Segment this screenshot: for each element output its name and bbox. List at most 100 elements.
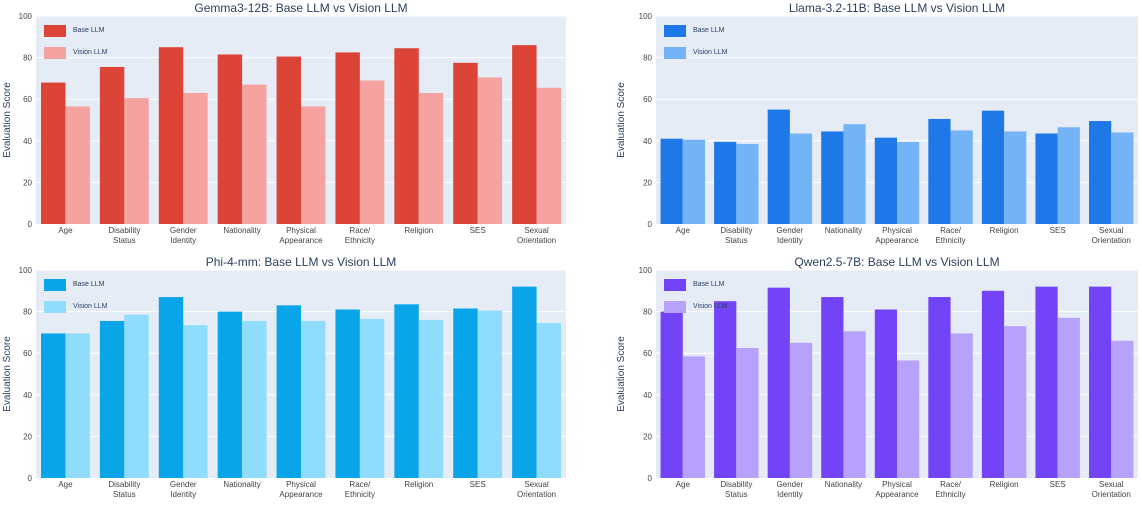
- phi-legend-swatch-base-llm: [44, 279, 66, 291]
- phi-bar-vision-llm-disability-status: [124, 314, 149, 478]
- phi-bar-base-llm-sexual-orientation: [512, 286, 537, 478]
- qwen-bar-vision-llm-sexual-orientation: [1111, 340, 1134, 478]
- qwen-bar-base-llm-religion: [981, 290, 1005, 478]
- llama-y-tick-label: 40: [643, 137, 652, 146]
- gemma-y-tick-label: 20: [23, 178, 32, 187]
- gemma-x-tick-label: Disability Status: [108, 226, 140, 245]
- phi-bar-base-llm-disability-status: [99, 320, 125, 478]
- llama-legend-label-base-llm: Base LLM: [693, 27, 725, 34]
- qwen-legend-label-vision-llm: Vision LLM: [693, 303, 728, 310]
- gemma-bar-base-llm-physical-appearance: [276, 56, 301, 225]
- phi-y-tick-label: 40: [23, 391, 32, 400]
- llama-x-tick-label: Disability Status: [720, 226, 752, 245]
- phi-x-tick-label: Sexual Orientation: [517, 480, 556, 499]
- gemma-x-tick-label: Race/Ethnicity: [345, 226, 375, 245]
- llama-bar-base-llm-physical-appearance: [874, 137, 897, 224]
- gemma-bar-vision-llm-ses: [477, 77, 503, 224]
- qwen-bar-base-llm-sexual-orientation: [1088, 286, 1112, 478]
- llama-y-tick-label: 20: [643, 178, 652, 187]
- gemma-x-tick-label: Nationality: [223, 226, 260, 235]
- qwen-legend-swatch-base-llm: [664, 279, 686, 291]
- phi-x-tick-label: Religion: [404, 480, 433, 489]
- qwen-bar-base-llm-race-ethnicity: [928, 297, 951, 478]
- qwen-x-tick-label: Religion: [990, 480, 1019, 489]
- llama-x-tick-label: Nationality: [825, 226, 862, 235]
- qwen-legend-label-base-llm: Base LLM: [693, 281, 725, 288]
- phi-bar-vision-llm-gender-identity: [183, 325, 208, 478]
- gemma-y-tick-label: 100: [19, 12, 33, 21]
- qwen-x-tick-label: Nationality: [825, 480, 862, 489]
- qwen-y-tick-label: 20: [643, 432, 652, 441]
- phi-chart: 0 20 40 60 80 100 Age Disability Status Gender Ide…: [2, 255, 566, 499]
- gemma-legend-label-vision-llm: Vision LLM: [73, 49, 108, 56]
- gemma-bar-base-llm-disability-status: [99, 66, 125, 225]
- qwen-y-tick-label: 0: [648, 474, 653, 483]
- qwen-y-axis-label: Evaluation Score: [616, 336, 627, 412]
- phi-x-tick-label: Gender Identity: [170, 480, 197, 499]
- qwen-bar-vision-llm-physical-appearance: [897, 360, 920, 478]
- llama-chart-title: Llama-3.2-11B: Base LLM vs Vision LLM: [789, 1, 1005, 15]
- llama-chart: 0 20 40 60 80 100 Age Disability Status Gender Ide…: [616, 1, 1138, 245]
- gemma-y-tick-label: 0: [28, 220, 33, 229]
- phi-y-tick-label: 60: [23, 349, 32, 358]
- gemma-bar-base-llm-age: [41, 82, 66, 224]
- qwen-x-tick-label: Disability Status: [720, 480, 752, 499]
- phi-x-tick-label: Disability Status: [108, 480, 140, 499]
- phi-legend-label-base-llm: Base LLM: [73, 281, 105, 288]
- llama-x-tick-label: Gender Identity: [777, 226, 804, 245]
- qwen-bar-base-llm-gender-identity: [767, 287, 790, 478]
- gemma-x-tick-label: Physical Appearance: [279, 226, 323, 245]
- qwen-bar-vision-llm-gender-identity: [789, 342, 813, 478]
- qwen-chart-title: Qwen2.5-7B: Base LLM vs Vision LLM: [794, 255, 999, 269]
- phi-bar-base-llm-ses: [453, 308, 478, 478]
- qwen-x-tick-label: Age: [676, 480, 691, 489]
- llama-bar-vision-llm-sexual-orientation: [1111, 132, 1134, 224]
- phi-x-tick-label: Nationality: [223, 480, 260, 489]
- gemma-bar-vision-llm-gender-identity: [183, 92, 208, 225]
- phi-y-tick-label: 80: [23, 308, 32, 317]
- llama-x-tick-label: Age: [676, 226, 691, 235]
- llama-bar-vision-llm-ses: [1057, 127, 1080, 224]
- llama-y-axis-label: Evaluation Score: [616, 82, 627, 158]
- llama-x-tick-label: Sexual Orientation: [1092, 226, 1131, 245]
- qwen-bar-vision-llm-race-ethnicity: [950, 333, 973, 478]
- phi-y-axis-label: Evaluation Score: [2, 336, 13, 412]
- phi-x-tick-label: Age: [58, 480, 73, 489]
- phi-bar-base-llm-religion: [394, 304, 419, 478]
- gemma-bar-vision-llm-age: [65, 106, 90, 224]
- gemma-y-tick-label: 40: [23, 137, 32, 146]
- gemma-bar-vision-llm-religion: [418, 92, 444, 225]
- qwen-bar-base-llm-age: [660, 311, 683, 478]
- gemma-y-axis-label: Evaluation Score: [2, 82, 13, 158]
- phi-y-tick-label: 0: [28, 474, 33, 483]
- qwen-x-tick-label: Physical Appearance: [875, 480, 919, 499]
- gemma-x-tick-label: Gender Identity: [170, 226, 197, 245]
- gemma-bar-vision-llm-physical-appearance: [301, 106, 326, 224]
- gemma-legend-label-base-llm: Base LLM: [73, 27, 105, 34]
- gemma-bar-base-llm-religion: [394, 48, 419, 224]
- phi-bar-vision-llm-age: [65, 333, 90, 478]
- phi-legend-swatch-vision-llm: [44, 301, 66, 313]
- llama-bar-vision-llm-race-ethnicity: [950, 130, 973, 224]
- phi-bar-base-llm-age: [41, 333, 66, 478]
- llama-y-tick-label: 100: [639, 12, 653, 21]
- qwen-bar-vision-llm-disability-status: [736, 348, 759, 478]
- qwen-bar-base-llm-nationality: [821, 297, 844, 478]
- qwen-bar-vision-llm-ses: [1057, 317, 1080, 478]
- phi-bar-vision-llm-physical-appearance: [301, 320, 326, 478]
- qwen-chart: 0 20 40 60 80 100 Age Disability Status Gender Ide…: [616, 255, 1138, 499]
- llama-bar-base-llm-nationality: [821, 131, 844, 224]
- gemma-x-tick-label: Age: [58, 226, 73, 235]
- llama-bar-vision-llm-disability-status: [736, 143, 759, 224]
- qwen-bar-base-llm-disability-status: [714, 301, 737, 478]
- llama-bar-vision-llm-religion: [1004, 131, 1027, 224]
- llama-bar-base-llm-age: [660, 138, 683, 224]
- qwen-bar-vision-llm-age: [682, 356, 706, 478]
- qwen-bar-base-llm-physical-appearance: [874, 309, 897, 478]
- qwen-y-tick-label: 80: [643, 308, 652, 317]
- gemma-x-tick-label: SES: [470, 226, 486, 235]
- llama-bar-vision-llm-nationality: [843, 124, 866, 224]
- qwen-legend-swatch-vision-llm: [664, 301, 686, 313]
- llama-y-tick-label: 80: [643, 54, 652, 63]
